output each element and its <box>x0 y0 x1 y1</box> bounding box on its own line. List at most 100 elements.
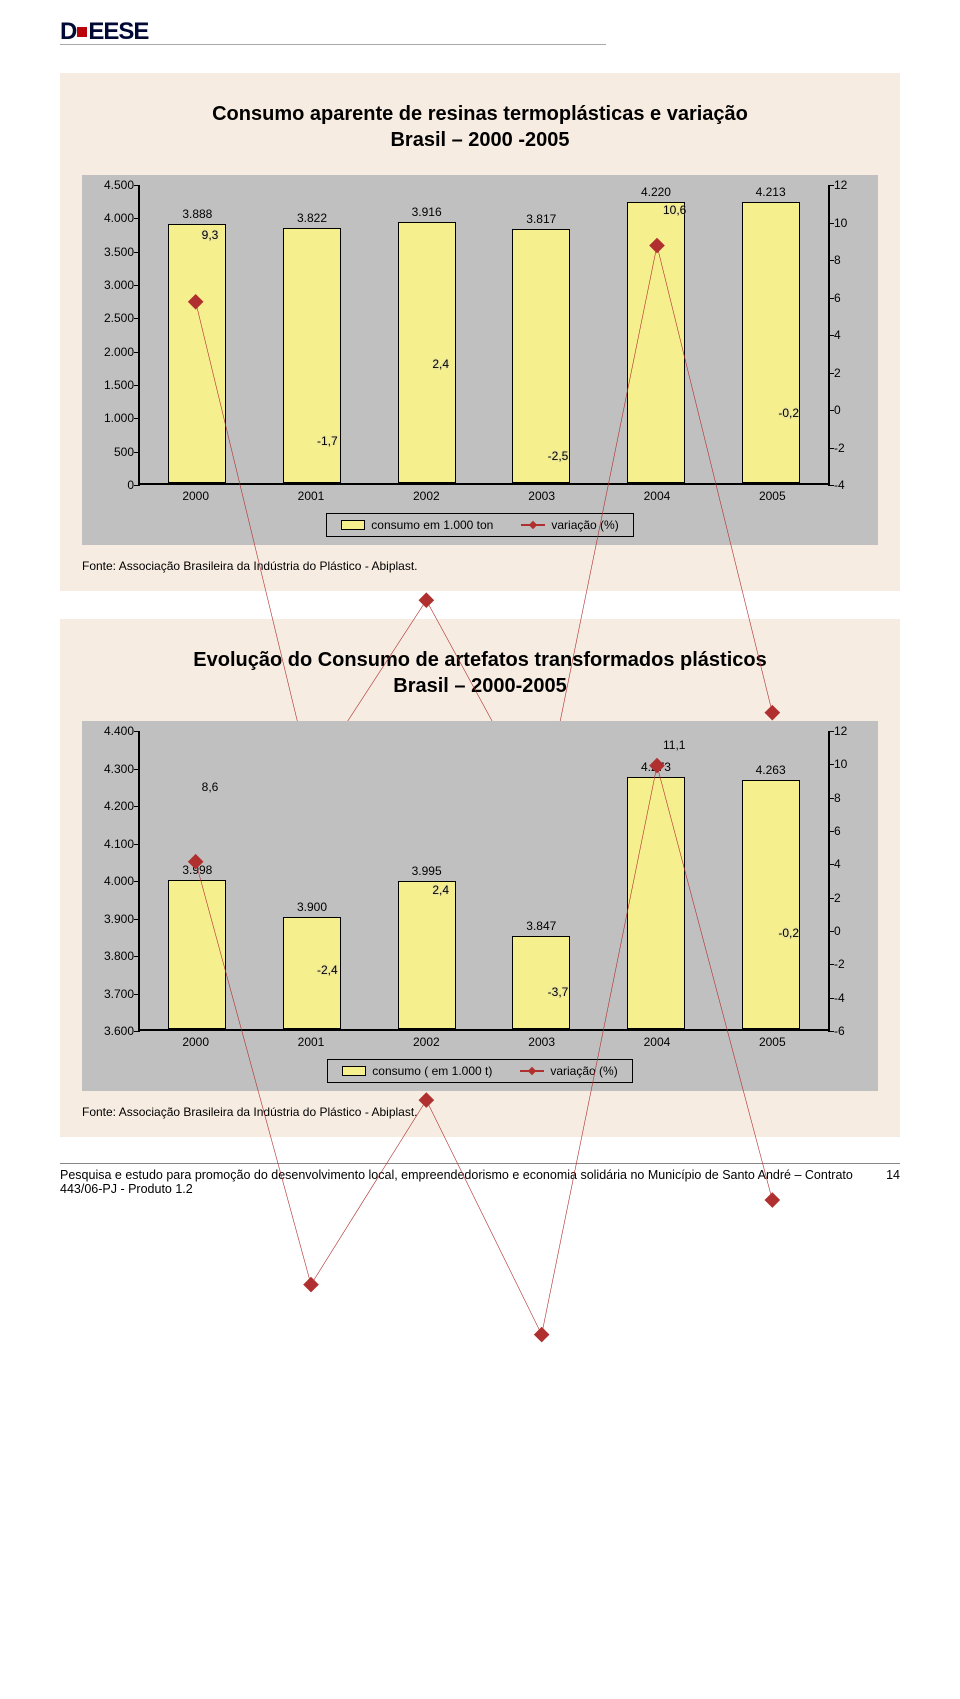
y-right-tick: 0 <box>834 924 841 938</box>
panel-chart-1: Consumo aparente de resinas termoplástic… <box>60 73 900 591</box>
page-number: 14 <box>886 1168 900 1182</box>
x-tick-label: 2000 <box>182 1035 209 1049</box>
x-tick-label: 2005 <box>759 1035 786 1049</box>
x-tick-label: 2001 <box>298 1035 325 1049</box>
bar-value-label: 3.817 <box>526 212 556 226</box>
bar-value-label: 3.995 <box>412 864 442 878</box>
y-right-tick: 2 <box>834 891 841 905</box>
bar: 3.998 <box>168 880 226 1029</box>
bar: 3.847 <box>512 936 570 1029</box>
y-right-tick: -4 <box>834 991 845 1005</box>
y-left-tick: 4.100 <box>104 837 134 851</box>
y-right-tick: -2 <box>834 441 845 455</box>
bar: 4.220 <box>627 202 685 483</box>
line-value-label: 9,3 <box>202 228 219 242</box>
legend-item-bar: consumo ( em 1.000 t) <box>342 1064 492 1078</box>
x-tick-label: 2003 <box>528 1035 555 1049</box>
chart2-y-left: 4.4004.3004.2004.1004.0003.9003.8003.700… <box>92 731 134 1031</box>
x-tick-label: 2002 <box>413 489 440 503</box>
y-right-tick: 12 <box>834 724 847 738</box>
y-left-tick: 4.300 <box>104 762 134 776</box>
bar-value-label: 4.220 <box>641 185 671 199</box>
line-value-label: -1,7 <box>317 434 338 448</box>
y-left-tick: 2.000 <box>104 345 134 359</box>
y-left-tick: 1.500 <box>104 378 134 392</box>
y-right-tick: -4 <box>834 478 845 492</box>
chart1-source: Fonte: Associação Brasileira da Indústri… <box>82 559 878 573</box>
y-left-tick: 3.000 <box>104 278 134 292</box>
y-right-tick: 4 <box>834 328 841 342</box>
footer-text: Pesquisa e estudo para promoção do desen… <box>60 1168 868 1196</box>
footer: Pesquisa e estudo para promoção do desen… <box>60 1168 900 1196</box>
x-tick-label: 2005 <box>759 489 786 503</box>
logo-right: EESE <box>88 18 148 46</box>
bar: 3.817 <box>512 229 570 483</box>
legend-label: consumo em 1.000 ton <box>371 518 493 532</box>
x-tick-label: 2000 <box>182 489 209 503</box>
bar: 4.213 <box>742 202 800 483</box>
line-value-label: -0,2 <box>778 926 799 940</box>
legend-item-line: variação (%) <box>520 1064 617 1078</box>
swatch-line <box>520 1070 544 1072</box>
bar-value-label: 4.273 <box>641 760 671 774</box>
line-value-label: -0,2 <box>778 406 799 420</box>
y-left-tick: 2.500 <box>104 311 134 325</box>
y-left-tick: 4.400 <box>104 724 134 738</box>
chart2-bars: 3.9983.9003.9953.8474.2734.263 <box>138 731 830 1031</box>
bar-value-label: 3.998 <box>182 863 212 877</box>
logo-dot <box>77 27 87 37</box>
chart2-y-right: 121086420-2-4-6 <box>834 731 868 1031</box>
y-right-tick: 0 <box>834 403 841 417</box>
bar: 3.995 <box>398 881 456 1029</box>
x-tick-label: 2003 <box>528 489 555 503</box>
y-right-tick: 8 <box>834 791 841 805</box>
bar-value-label: 3.888 <box>182 207 212 221</box>
y-left-tick: 3.900 <box>104 912 134 926</box>
y-right-tick: 8 <box>834 253 841 267</box>
y-right-tick: 10 <box>834 757 847 771</box>
y-left-tick: 0 <box>127 478 134 492</box>
chart1-legend: consumo em 1.000 ton variação (%) <box>82 513 878 537</box>
swatch-line <box>521 524 545 526</box>
x-tick-label: 2001 <box>298 489 325 503</box>
y-right-tick: 12 <box>834 178 847 192</box>
y-left-tick: 3.700 <box>104 987 134 1001</box>
y-right-tick: -6 <box>834 1024 845 1038</box>
y-right-tick: 2 <box>834 366 841 380</box>
y-left-tick: 4.000 <box>104 211 134 225</box>
line-value-label: -2,5 <box>548 449 569 463</box>
line-value-label: 2,4 <box>432 357 449 371</box>
swatch-bar <box>342 1066 366 1076</box>
bar: 4.263 <box>742 780 800 1029</box>
y-left-tick: 4.000 <box>104 874 134 888</box>
x-tick-label: 2004 <box>644 489 671 503</box>
line-value-label: 2,4 <box>432 883 449 897</box>
legend-label: variação (%) <box>550 1064 617 1078</box>
chart1-y-right: 121086420-2-4 <box>834 185 868 485</box>
x-tick-label: 2002 <box>413 1035 440 1049</box>
y-right-tick: 4 <box>834 857 841 871</box>
legend-item-line: variação (%) <box>521 518 618 532</box>
x-tick-label: 2004 <box>644 1035 671 1049</box>
chart1-bars: 3.8883.8223.9163.8174.2204.213 <box>138 185 830 485</box>
y-right-tick: 6 <box>834 824 841 838</box>
chart2-legend: consumo ( em 1.000 t) variação (%) <box>82 1059 878 1083</box>
y-left-tick: 3.500 <box>104 245 134 259</box>
line-value-label: -2,4 <box>317 963 338 977</box>
y-left-tick: 4.200 <box>104 799 134 813</box>
y-right-tick: -2 <box>834 957 845 971</box>
chart1-title: Consumo aparente de resinas termoplástic… <box>82 101 878 153</box>
chart2-box: 3.998 3.900 3.995 3.847 4.273 4.263 8,6 -2,4 2,… <box>82 721 878 1091</box>
y-right-tick: 10 <box>834 216 847 230</box>
bar: 3.888 <box>168 224 226 483</box>
line-value-label: 8,6 <box>202 780 219 794</box>
chart1-box: 3.8883.8223.9163.8174.2204.213 9,3-1,72,… <box>82 175 878 545</box>
logo: DEESE <box>60 18 210 46</box>
legend-label: consumo ( em 1.000 t) <box>372 1064 492 1078</box>
chart1-x-labels: 2000 2001 2002 2003 2004 2005 <box>138 489 830 503</box>
y-left-tick: 3.600 <box>104 1024 134 1038</box>
y-left-tick: 1.000 <box>104 411 134 425</box>
line-value-label: -3,7 <box>548 985 569 999</box>
chart2-title: Evolução do Consumo de artefatos transfo… <box>82 647 878 699</box>
legend-item-bar: consumo em 1.000 ton <box>341 518 493 532</box>
